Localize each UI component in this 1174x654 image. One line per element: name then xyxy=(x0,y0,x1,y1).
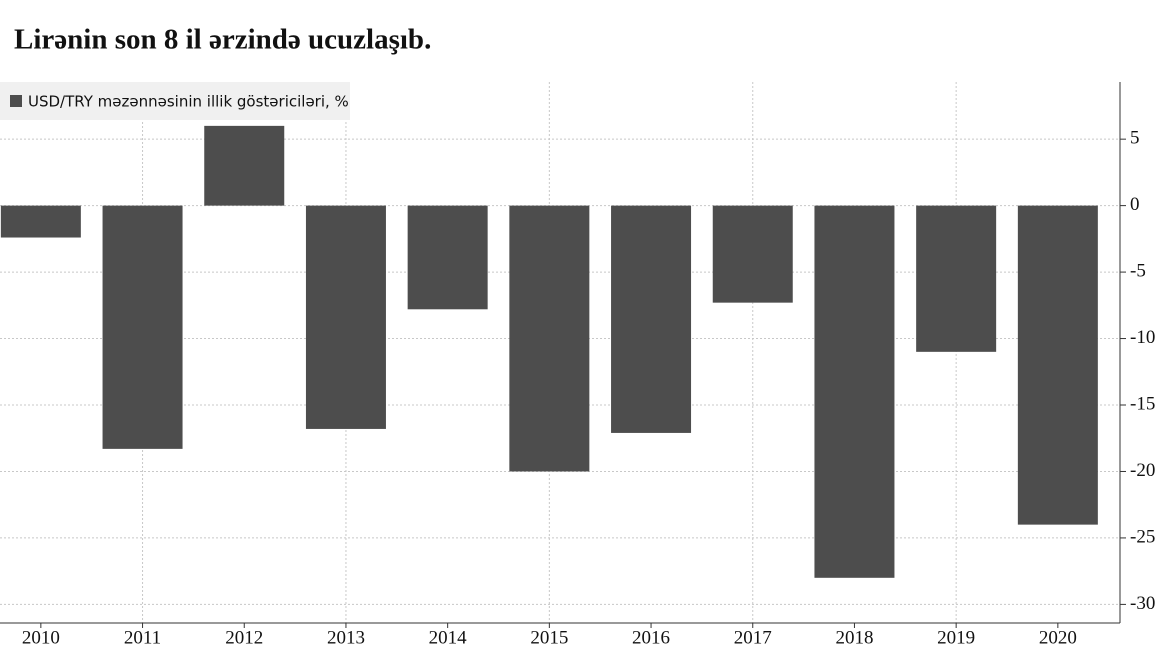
x-tick-label: 2018 xyxy=(835,627,873,648)
y-tick-label: 5 xyxy=(1130,128,1140,149)
y-tick-label: -5 xyxy=(1130,260,1146,281)
x-tick-label: 2017 xyxy=(734,627,772,648)
bar xyxy=(102,205,183,449)
x-tick-label: 2016 xyxy=(632,627,670,648)
x-tick-label: 2010 xyxy=(22,627,60,648)
x-tick-label: 2012 xyxy=(225,627,263,648)
bar xyxy=(204,125,285,206)
legend-swatch xyxy=(10,95,22,107)
bar xyxy=(407,205,488,310)
legend-box xyxy=(0,82,350,120)
bar xyxy=(814,205,895,578)
x-tick-label: 2013 xyxy=(327,627,365,648)
x-tick-label: 2015 xyxy=(530,627,568,648)
y-tick-label: -30 xyxy=(1130,593,1155,614)
bar xyxy=(611,205,692,433)
bar xyxy=(305,205,386,429)
bar xyxy=(712,205,793,303)
y-tick-label: -20 xyxy=(1130,460,1155,481)
legend-label: USD/TRY məzənnəsinin illik göstəriciləri… xyxy=(28,93,349,111)
x-tick-label: 2019 xyxy=(937,627,975,648)
y-tick-label: -10 xyxy=(1130,327,1155,348)
bar xyxy=(916,205,997,352)
bar xyxy=(1017,205,1098,525)
bar xyxy=(0,205,81,238)
y-tick-label: -25 xyxy=(1130,526,1155,547)
x-tick-label: 2014 xyxy=(429,627,468,648)
x-tick-label: 2011 xyxy=(124,627,161,648)
y-tick-label: 0 xyxy=(1130,194,1140,215)
chart-title: Lirənin son 8 il ərzində ucuzlaşıb. xyxy=(14,24,431,56)
y-tick-label: -15 xyxy=(1130,393,1155,414)
x-tick-label: 2020 xyxy=(1039,627,1077,648)
bar xyxy=(509,205,590,472)
